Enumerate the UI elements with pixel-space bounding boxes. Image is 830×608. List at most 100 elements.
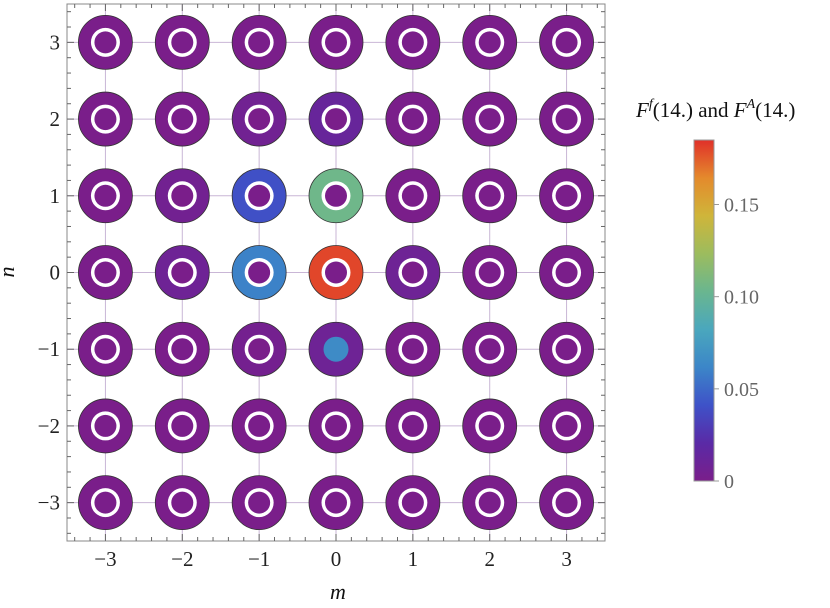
marker-0-0 bbox=[308, 245, 364, 300]
colorbar-label: 0.05 bbox=[724, 379, 759, 401]
marker--3-0 bbox=[78, 245, 133, 300]
y-axis-title: n bbox=[0, 267, 19, 278]
marker-inner-disc bbox=[478, 491, 501, 514]
marker-0--1 bbox=[308, 321, 364, 377]
marker--1-1 bbox=[231, 168, 287, 224]
marker-0-1 bbox=[308, 168, 364, 224]
marker-inner-disc bbox=[94, 338, 117, 361]
y-tick-label: −3 bbox=[38, 491, 60, 515]
x-axis-title: m bbox=[330, 579, 346, 604]
marker--1-3 bbox=[231, 14, 287, 70]
y-tick-label: 0 bbox=[50, 261, 61, 285]
marker-1-3 bbox=[385, 14, 441, 70]
marker--2-2 bbox=[154, 91, 210, 147]
x-tick-label: 3 bbox=[561, 547, 572, 571]
marker-inner-disc bbox=[325, 31, 347, 54]
y-tick-label: −2 bbox=[38, 414, 60, 438]
marker-inner-disc bbox=[248, 414, 271, 437]
marker-3--1 bbox=[539, 321, 594, 377]
marker-0--3 bbox=[308, 475, 364, 531]
marker-inner-disc bbox=[248, 491, 271, 514]
marker-inner-disc bbox=[555, 31, 578, 54]
marker--2-1 bbox=[154, 168, 210, 224]
legend-title-mid: (14.) and bbox=[653, 98, 734, 122]
markers bbox=[78, 14, 594, 531]
x-tick-label: −2 bbox=[171, 547, 193, 571]
marker-1--2 bbox=[385, 398, 441, 454]
marker-inner-disc bbox=[401, 491, 424, 514]
marker-2--3 bbox=[462, 475, 518, 531]
marker-1-0 bbox=[385, 245, 441, 300]
marker-inner-disc bbox=[94, 31, 117, 54]
marker-2-3 bbox=[462, 14, 518, 70]
marker--1--1 bbox=[231, 321, 287, 377]
marker-inner-disc bbox=[555, 261, 578, 284]
marker-inner-disc bbox=[248, 108, 271, 131]
x-tick-label: −3 bbox=[94, 547, 116, 571]
marker-1--3 bbox=[385, 475, 441, 531]
legend-title: Ff(14.) and FA(14.) bbox=[635, 97, 795, 122]
marker-inner-disc bbox=[171, 338, 194, 361]
marker-2--1 bbox=[462, 321, 518, 377]
marker--1--2 bbox=[231, 398, 287, 454]
x-tick-label: −1 bbox=[248, 547, 270, 571]
marker-1-2 bbox=[385, 91, 441, 147]
marker-inner-disc bbox=[171, 414, 194, 437]
marker-inner-disc bbox=[478, 261, 501, 284]
colorbar-labels: 0 0.05 0.10 0.15 bbox=[714, 195, 759, 493]
marker--2-0 bbox=[154, 245, 210, 300]
marker-inner-disc bbox=[171, 491, 194, 514]
marker-inner-disc bbox=[248, 261, 271, 284]
y-tick-label: −1 bbox=[38, 337, 60, 361]
colorbar-label: 0.15 bbox=[724, 195, 759, 217]
colorbar bbox=[693, 139, 715, 482]
x-tick-labels: −3 −2 −1 0 1 2 3 bbox=[94, 547, 572, 571]
legend-title-sup1: f bbox=[649, 97, 655, 112]
marker-inner-disc bbox=[401, 414, 424, 437]
marker-2-2 bbox=[462, 91, 518, 147]
marker-inner-disc bbox=[401, 108, 424, 131]
x-tick-label: 0 bbox=[331, 547, 342, 571]
y-tick-label: 3 bbox=[50, 30, 61, 54]
marker--3-2 bbox=[78, 91, 133, 147]
marker-inner-disc bbox=[478, 414, 501, 437]
marker-inner-disc bbox=[94, 261, 117, 284]
marker-inner-disc bbox=[401, 184, 424, 207]
marker-inner-disc bbox=[325, 261, 347, 284]
marker-inner-disc bbox=[401, 31, 424, 54]
marker-3-0 bbox=[539, 245, 594, 300]
marker--2--1 bbox=[154, 321, 210, 377]
marker-3--2 bbox=[539, 398, 594, 454]
marker-3-3 bbox=[539, 14, 594, 70]
colorbar-label: 0 bbox=[724, 471, 734, 493]
x-tick-label: 2 bbox=[484, 547, 495, 571]
colorbar-label: 0.10 bbox=[724, 287, 759, 309]
legend-title-f2: F bbox=[733, 98, 747, 122]
marker--2-3 bbox=[154, 14, 210, 70]
marker--1-0 bbox=[231, 245, 287, 300]
marker-1-1 bbox=[385, 168, 441, 224]
y-tick-label: 1 bbox=[50, 184, 61, 208]
marker-inner-disc bbox=[323, 336, 349, 362]
marker-inner-disc bbox=[325, 108, 347, 131]
marker-inner-disc bbox=[94, 184, 117, 207]
marker-inner-disc bbox=[248, 338, 271, 361]
marker-inner-disc bbox=[555, 108, 578, 131]
marker--3--2 bbox=[78, 398, 133, 454]
legend-title-end: (14.) bbox=[755, 98, 795, 122]
marker-inner-disc bbox=[325, 184, 347, 207]
marker-inner-disc bbox=[478, 184, 501, 207]
y-tick-labels: −3 −2 −1 0 1 2 3 bbox=[38, 30, 60, 514]
marker--2--2 bbox=[154, 398, 210, 454]
marker--1-2 bbox=[231, 91, 287, 147]
marker--3-1 bbox=[78, 168, 133, 224]
legend-title-f1: F bbox=[635, 98, 649, 122]
legend-title-sup2: A bbox=[746, 97, 756, 112]
marker--3--1 bbox=[78, 321, 133, 377]
marker-0-2 bbox=[308, 91, 364, 147]
marker--3--3 bbox=[78, 475, 133, 531]
marker-inner-disc bbox=[555, 338, 578, 361]
marker-3-2 bbox=[539, 91, 594, 147]
marker-inner-disc bbox=[555, 414, 578, 437]
